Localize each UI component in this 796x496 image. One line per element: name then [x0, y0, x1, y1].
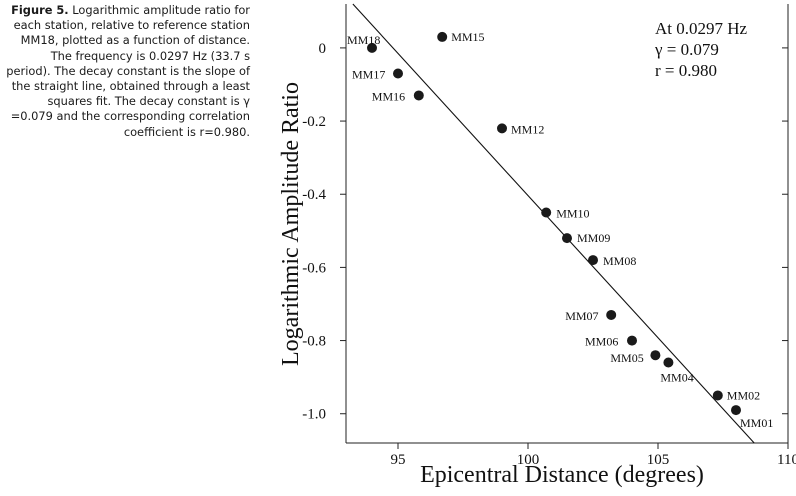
- y-axis-title: Logarithmic Amplitude Ratio: [278, 82, 304, 366]
- y-tick-label: -1.0: [302, 407, 326, 423]
- x-tick-label: 100: [517, 452, 540, 468]
- x-axis-title: Epicentral Distance (degrees): [420, 462, 704, 488]
- data-point: [367, 42, 377, 53]
- point-label: MM18: [347, 33, 380, 47]
- data-point: [627, 335, 637, 346]
- point-label: MM06: [585, 335, 618, 349]
- point-label: MM01: [740, 416, 773, 430]
- figure-caption: Figure 5. Logarithmic amplitude ratio fo…: [5, 3, 250, 140]
- chart-area: 95 100 105 110 0 -0.2 -0.4 -0.6 -0.8 -1.0 MM18 MM1…: [258, 0, 796, 491]
- point-label: MM08: [603, 254, 636, 268]
- point-label: MM04: [660, 371, 693, 385]
- data-point: [393, 68, 403, 79]
- x-tick-label: 105: [647, 452, 670, 468]
- data-point: [650, 350, 661, 361]
- point-label: MM10: [556, 207, 589, 221]
- point-label: MM17: [352, 68, 385, 82]
- data-point: [497, 123, 507, 134]
- fit-line: [352, 3, 755, 444]
- data-point: [663, 357, 674, 368]
- x-tick-label: 110: [777, 452, 796, 468]
- y-tick-label: -0.4: [302, 187, 326, 203]
- annotation-line: r = 0.980: [655, 61, 717, 80]
- point-label: MM15: [451, 30, 484, 44]
- data-point: [606, 309, 617, 320]
- figure-label: Figure 5.: [11, 3, 69, 17]
- y-tick-label: -0.2: [302, 114, 326, 130]
- x-tick-label: 95: [391, 452, 406, 468]
- data-point: [541, 207, 552, 218]
- annotation-line: γ = 0.079: [654, 40, 719, 59]
- annotation-line: At 0.0297 Hz: [655, 19, 748, 38]
- point-label: MM16: [372, 89, 405, 103]
- point-label: MM09: [577, 231, 610, 245]
- caption-text: Logarithmic amplitude ratio for each sta…: [6, 3, 250, 139]
- y-tick-label: -0.6: [302, 260, 326, 276]
- point-label: MM02: [727, 388, 760, 402]
- point-label: MM07: [565, 309, 598, 323]
- data-point: [712, 390, 723, 401]
- point-label: MM12: [511, 122, 544, 136]
- data-point: [562, 233, 572, 244]
- data-point: [413, 90, 424, 101]
- y-tick-label: 0: [319, 41, 327, 57]
- data-point: [731, 405, 741, 416]
- data-point: [588, 255, 598, 266]
- scatter-chart: 95 100 105 110 0 -0.2 -0.4 -0.6 -0.8 -1.0 MM18 MM1…: [278, 3, 796, 488]
- data-point: [437, 31, 448, 42]
- point-label: MM05: [610, 351, 643, 365]
- y-tick-label: -0.8: [302, 334, 326, 350]
